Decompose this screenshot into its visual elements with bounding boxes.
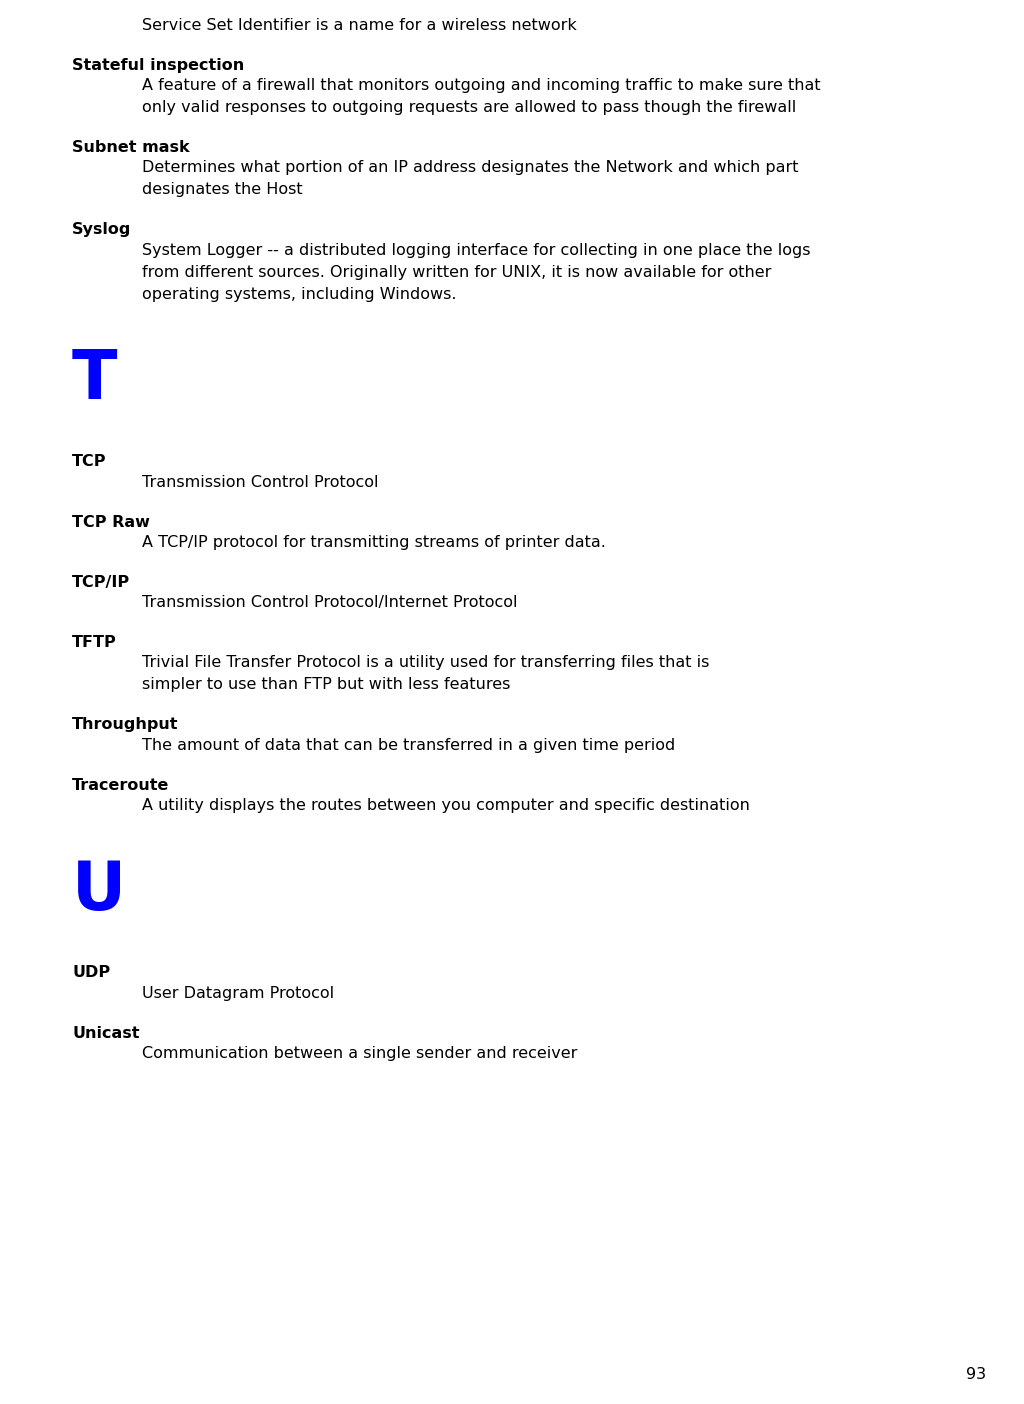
Text: TFTP: TFTP (72, 635, 117, 650)
Text: Stateful inspection: Stateful inspection (72, 58, 245, 73)
Text: U: U (72, 858, 126, 924)
Text: TCP/IP: TCP/IP (72, 574, 130, 590)
Text: TCP Raw: TCP Raw (72, 514, 150, 529)
Text: operating systems, including Windows.: operating systems, including Windows. (142, 286, 457, 302)
Text: Determines what portion of an IP address designates the Network and which part: Determines what portion of an IP address… (142, 160, 799, 176)
Text: from different sources. Originally written for UNIX, it is now available for oth: from different sources. Originally writt… (142, 265, 771, 279)
Text: Service Set Identifier is a name for a wireless network: Service Set Identifier is a name for a w… (142, 18, 577, 34)
Text: only valid responses to outgoing requests are allowed to pass though the firewal: only valid responses to outgoing request… (142, 100, 797, 115)
Text: Trivial File Transfer Protocol is a utility used for transferring files that is: Trivial File Transfer Protocol is a util… (142, 656, 710, 670)
Text: Traceroute: Traceroute (72, 778, 169, 792)
Text: designates the Host: designates the Host (142, 183, 303, 198)
Text: A utility displays the routes between you computer and specific destination: A utility displays the routes between yo… (142, 797, 750, 813)
Text: Throughput: Throughput (72, 717, 178, 733)
Text: Unicast: Unicast (72, 1025, 139, 1040)
Text: T: T (72, 347, 118, 413)
Text: simpler to use than FTP but with less features: simpler to use than FTP but with less fe… (142, 677, 510, 692)
Text: UDP: UDP (72, 966, 111, 980)
Text: User Datagram Protocol: User Datagram Protocol (142, 986, 334, 1001)
Text: 93: 93 (966, 1367, 986, 1382)
Text: Syslog: Syslog (72, 222, 131, 237)
Text: The amount of data that can be transferred in a given time period: The amount of data that can be transferr… (142, 737, 675, 753)
Text: Transmission Control Protocol: Transmission Control Protocol (142, 475, 379, 490)
Text: Communication between a single sender and receiver: Communication between a single sender an… (142, 1046, 578, 1061)
Text: A TCP/IP protocol for transmitting streams of printer data.: A TCP/IP protocol for transmitting strea… (142, 535, 606, 550)
Text: A feature of a firewall that monitors outgoing and incoming traffic to make sure: A feature of a firewall that monitors ou… (142, 79, 820, 93)
Text: TCP: TCP (72, 455, 106, 469)
Text: Subnet mask: Subnet mask (72, 140, 189, 156)
Text: System Logger -- a distributed logging interface for collecting in one place the: System Logger -- a distributed logging i… (142, 243, 811, 258)
Text: Transmission Control Protocol/Internet Protocol: Transmission Control Protocol/Internet P… (142, 595, 517, 611)
